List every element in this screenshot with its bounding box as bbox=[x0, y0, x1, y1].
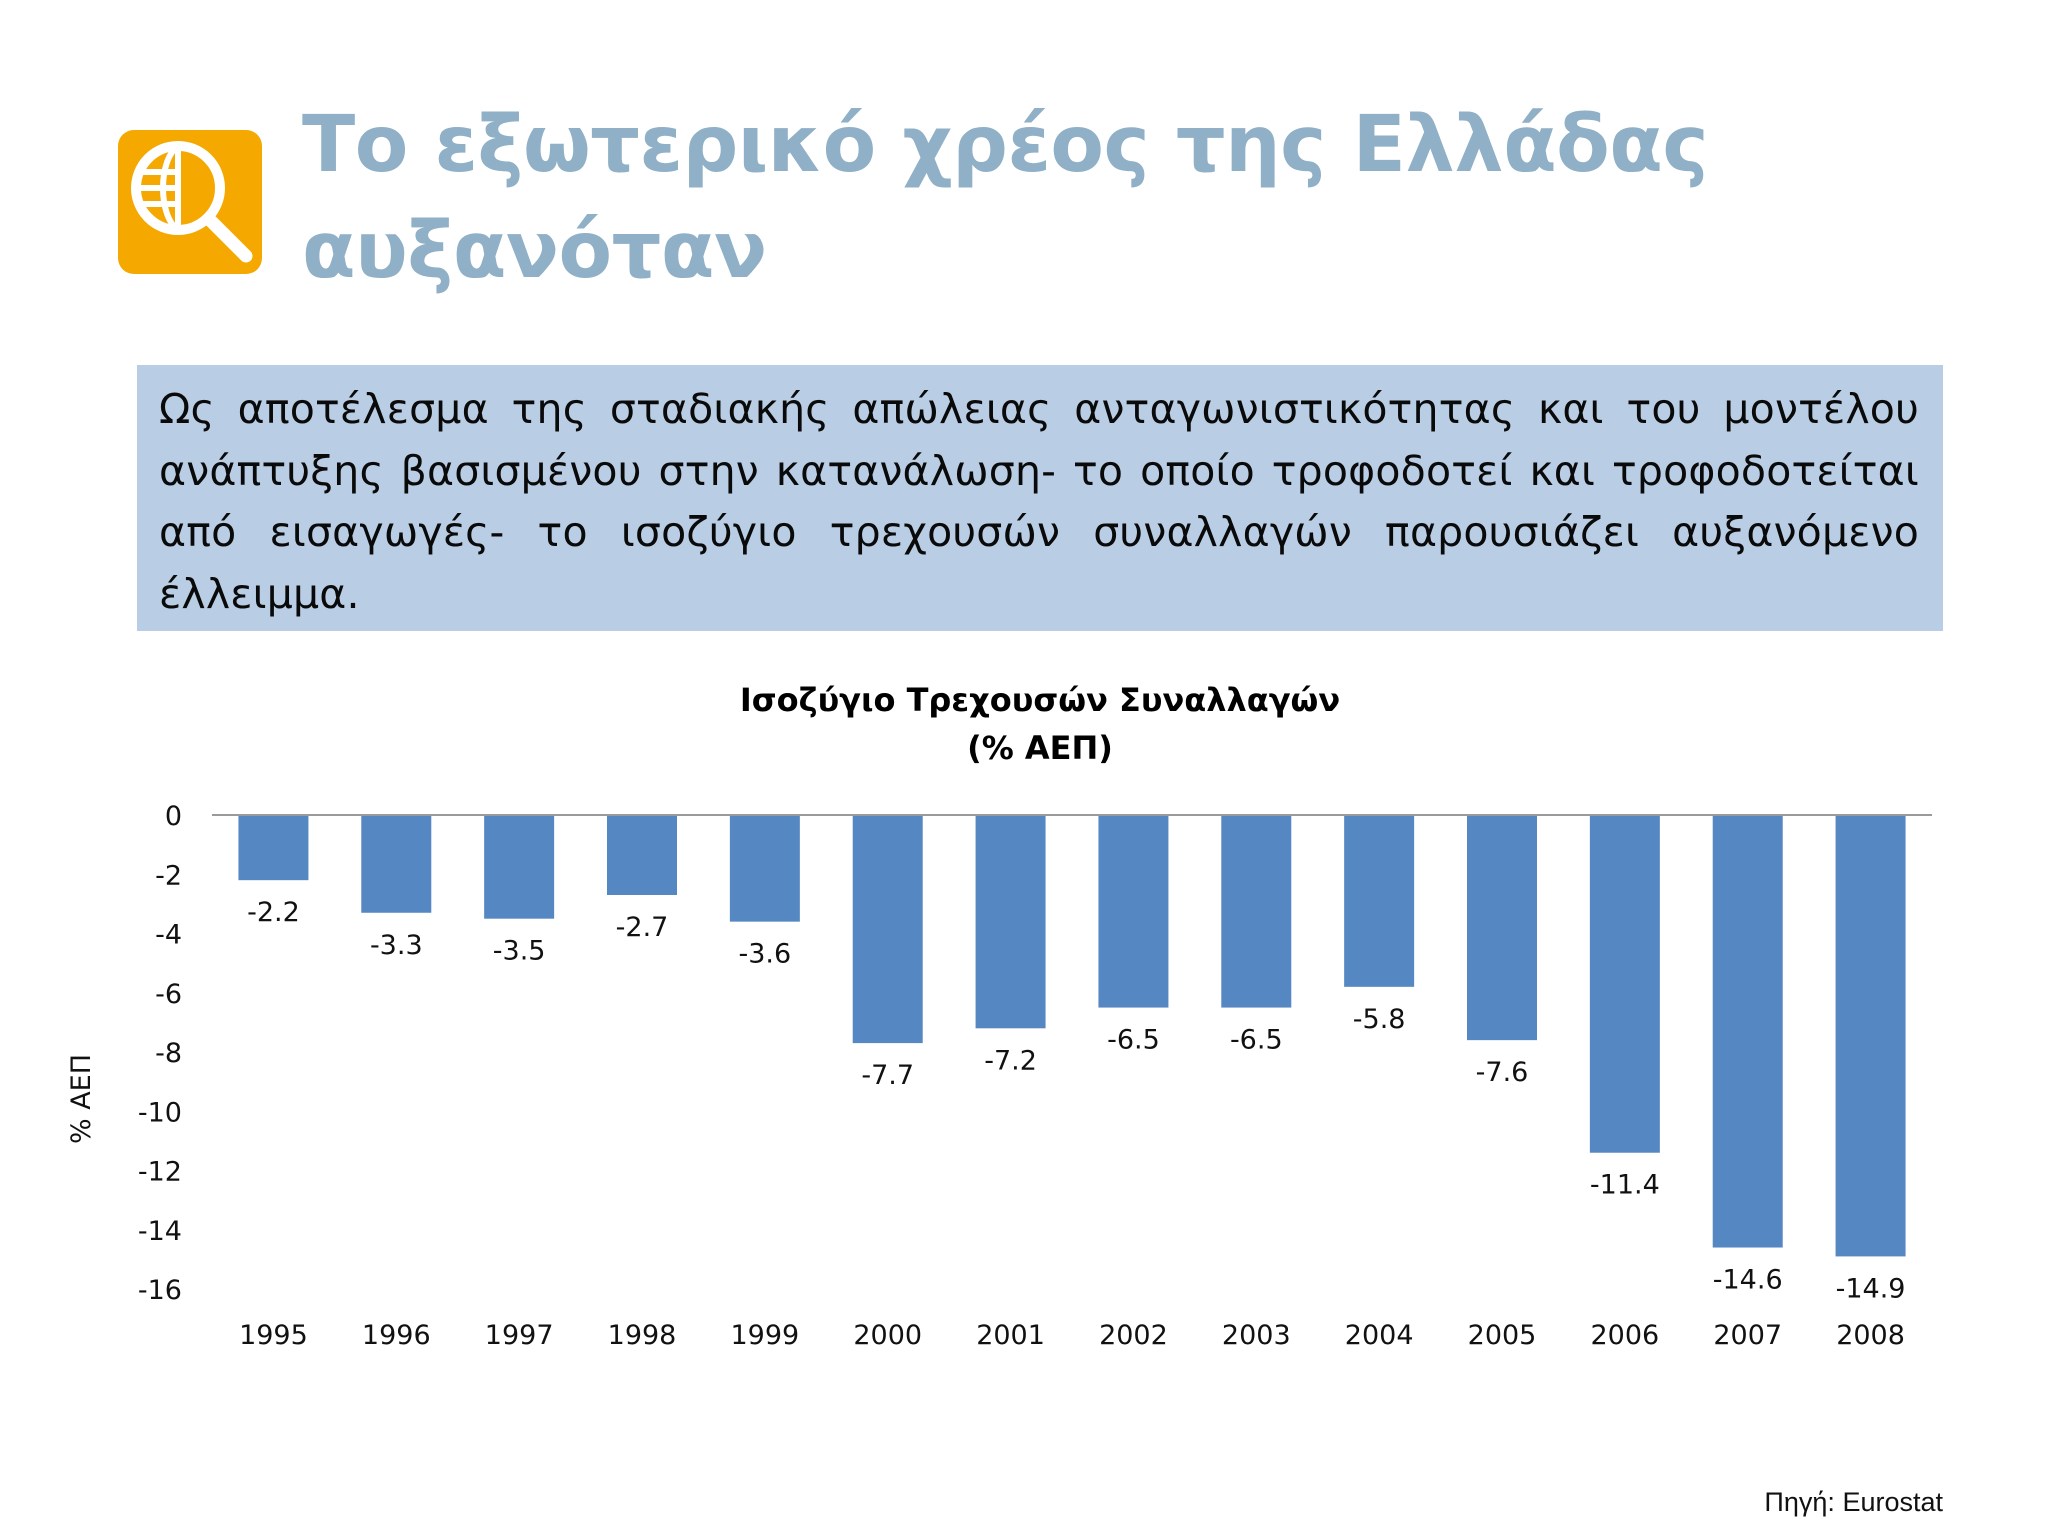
summary-text: Ως αποτέλεσμα της σταδιακής απώλειας αντ… bbox=[159, 385, 1919, 618]
globe-magnifier-icon bbox=[118, 130, 262, 274]
summary-box: Ως αποτέλεσμα της σταδιακής απώλειας αντ… bbox=[137, 365, 1943, 631]
bar-1995 bbox=[238, 815, 309, 881]
bar-2001 bbox=[975, 815, 1046, 1029]
data-label: -6.5 bbox=[1107, 1025, 1160, 1056]
y-tick-label: -10 bbox=[138, 1097, 182, 1128]
x-tick-label: 2003 bbox=[1222, 1320, 1291, 1351]
data-label: -2.7 bbox=[616, 912, 669, 943]
x-tick-label: 2006 bbox=[1590, 1320, 1659, 1351]
chart-title-line: Ισοζύγιο Τρεχουσών Συναλλαγών bbox=[739, 681, 1341, 719]
bar-2006 bbox=[1589, 815, 1660, 1153]
source-note: Πηγή: Eurostat bbox=[1764, 1487, 1943, 1517]
x-tick-label: 1999 bbox=[730, 1320, 799, 1351]
bar-2005 bbox=[1467, 815, 1537, 1041]
x-tick-label: 2007 bbox=[1713, 1320, 1782, 1351]
bar-1998 bbox=[607, 815, 677, 895]
chart-title: Ισοζύγιο Τρεχουσών Συναλλαγών (% ΑΕΠ) bbox=[540, 676, 1540, 772]
bar-2002 bbox=[1098, 815, 1169, 1008]
y-axis-label: % ΑΕΠ bbox=[66, 1054, 97, 1144]
y-tick-label: -16 bbox=[138, 1275, 182, 1306]
data-label: -6.5 bbox=[1230, 1025, 1283, 1056]
x-tick-label: 2001 bbox=[976, 1320, 1045, 1351]
bar-1996 bbox=[361, 815, 432, 913]
x-tick-label: 1995 bbox=[239, 1320, 308, 1351]
x-axis-ticks: 1995 1996 1997 1998 1999 2000 2001 2002 2003 2004… bbox=[239, 1320, 1905, 1351]
x-tick-label: 1998 bbox=[608, 1320, 677, 1351]
data-label: -7.6 bbox=[1476, 1057, 1529, 1088]
bar-chart: 0 -2 -4 -6 -8 -10 -12 -14 -16 -2.2 -3.3 -3.5 -2.7 -3… bbox=[66, 801, 1932, 1351]
data-label: -3.5 bbox=[493, 936, 546, 967]
x-tick-label: 2002 bbox=[1099, 1320, 1168, 1351]
y-tick-label: -12 bbox=[138, 1157, 182, 1188]
data-label: -7.7 bbox=[861, 1060, 914, 1091]
data-label: -2.2 bbox=[247, 897, 300, 928]
y-tick-label: -14 bbox=[138, 1216, 182, 1247]
bar-2008 bbox=[1835, 815, 1906, 1257]
bar-1997 bbox=[484, 815, 555, 919]
data-labels: -2.2 -3.3 -3.5 -2.7 -3.6 -7.7 -7.2 -6.5 -6.5 -5.8… bbox=[247, 897, 1905, 1304]
y-axis-ticks: 0 -2 -4 -6 -8 -10 -12 -14 -16 bbox=[138, 801, 182, 1306]
chart-subtitle: (% ΑΕΠ) bbox=[967, 729, 1113, 767]
bar-1999 bbox=[729, 815, 800, 922]
slide-title: Το εξωτερικό χρέος της Ελλάδας αυξανόταν bbox=[302, 100, 1709, 296]
y-tick-label: 0 bbox=[165, 801, 182, 832]
data-label: -5.8 bbox=[1353, 1004, 1406, 1035]
data-label: -3.6 bbox=[739, 939, 792, 970]
bar-2000 bbox=[852, 815, 923, 1044]
data-label: -14.6 bbox=[1713, 1265, 1783, 1296]
x-tick-label: 1996 bbox=[362, 1320, 431, 1351]
bars bbox=[238, 815, 1906, 1257]
x-tick-label: 2004 bbox=[1345, 1320, 1414, 1351]
bar-2003 bbox=[1221, 815, 1292, 1008]
data-label: -3.3 bbox=[370, 930, 423, 961]
y-tick-label: -2 bbox=[155, 860, 182, 891]
y-tick-label: -8 bbox=[155, 1038, 182, 1069]
y-tick-label: -6 bbox=[155, 979, 182, 1010]
x-tick-label: 2000 bbox=[853, 1320, 922, 1351]
x-tick-label: 2005 bbox=[1468, 1320, 1537, 1351]
data-label: -11.4 bbox=[1590, 1170, 1660, 1201]
data-label: -14.9 bbox=[1836, 1273, 1906, 1304]
bar-2007 bbox=[1712, 815, 1783, 1248]
y-tick-label: -4 bbox=[155, 920, 182, 951]
x-tick-label: 2008 bbox=[1836, 1320, 1905, 1351]
x-tick-label: 1997 bbox=[485, 1320, 554, 1351]
bar-2004 bbox=[1344, 815, 1415, 987]
data-label: -7.2 bbox=[984, 1045, 1037, 1076]
